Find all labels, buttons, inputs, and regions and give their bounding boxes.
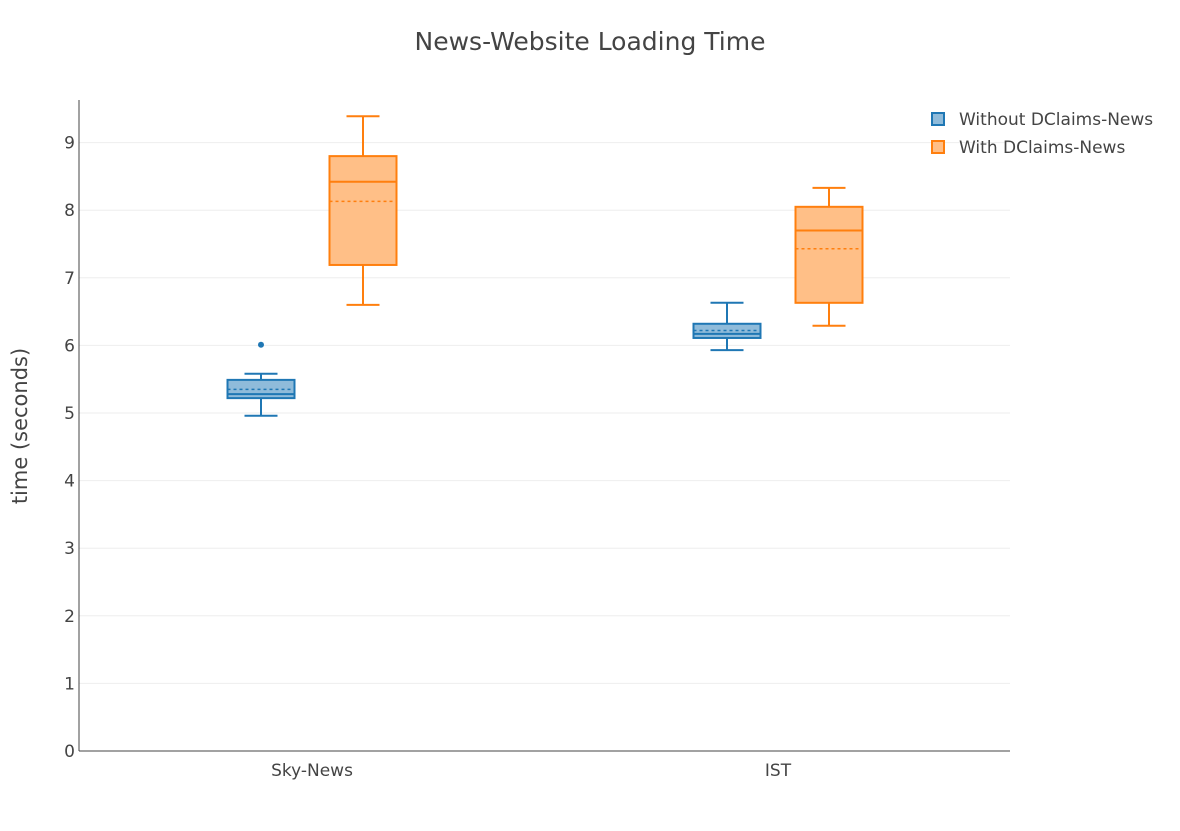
box-iqr xyxy=(328,155,398,266)
legend-label: With DClaims-News xyxy=(959,138,1125,158)
x-tick-label: Sky-News xyxy=(271,761,353,781)
chart-title: News-Website Loading Time xyxy=(415,27,766,56)
legend-item: With DClaims-News xyxy=(931,138,1125,158)
axes xyxy=(78,100,1010,752)
legend-swatch xyxy=(931,112,945,126)
y-axis-label: time (seconds) xyxy=(8,348,32,504)
box-group xyxy=(692,301,762,352)
box-group xyxy=(226,341,296,417)
legend: Without DClaims-News With DClaims-News xyxy=(931,110,1153,158)
y-tick-label: 7 xyxy=(64,269,75,289)
legend-item: Without DClaims-News xyxy=(931,110,1153,130)
y-tick-label: 3 xyxy=(64,539,75,559)
x-tick-label: IST xyxy=(765,761,792,781)
box-iqr xyxy=(794,205,864,304)
y-tick-labels: 0 1 2 3 4 5 6 7 8 9 xyxy=(64,134,75,762)
y-tick-label: 8 xyxy=(64,201,75,221)
y-tick-label: 4 xyxy=(64,472,75,492)
legend-swatch xyxy=(931,140,945,154)
legend-label: Without DClaims-News xyxy=(959,110,1153,130)
y-tick-label: 5 xyxy=(64,404,75,424)
box-group xyxy=(328,115,398,306)
box-plots xyxy=(226,115,864,417)
y-tick-label: 0 xyxy=(64,742,75,762)
grid-lines xyxy=(79,142,1010,684)
y-tick-label: 9 xyxy=(64,134,75,154)
y-tick-label: 6 xyxy=(64,336,75,356)
box-group xyxy=(794,186,864,327)
y-tick-label: 1 xyxy=(64,674,75,694)
x-tick-labels: Sky-News IST xyxy=(271,761,792,781)
outlier-point xyxy=(258,341,264,348)
y-tick-label: 2 xyxy=(64,607,75,627)
